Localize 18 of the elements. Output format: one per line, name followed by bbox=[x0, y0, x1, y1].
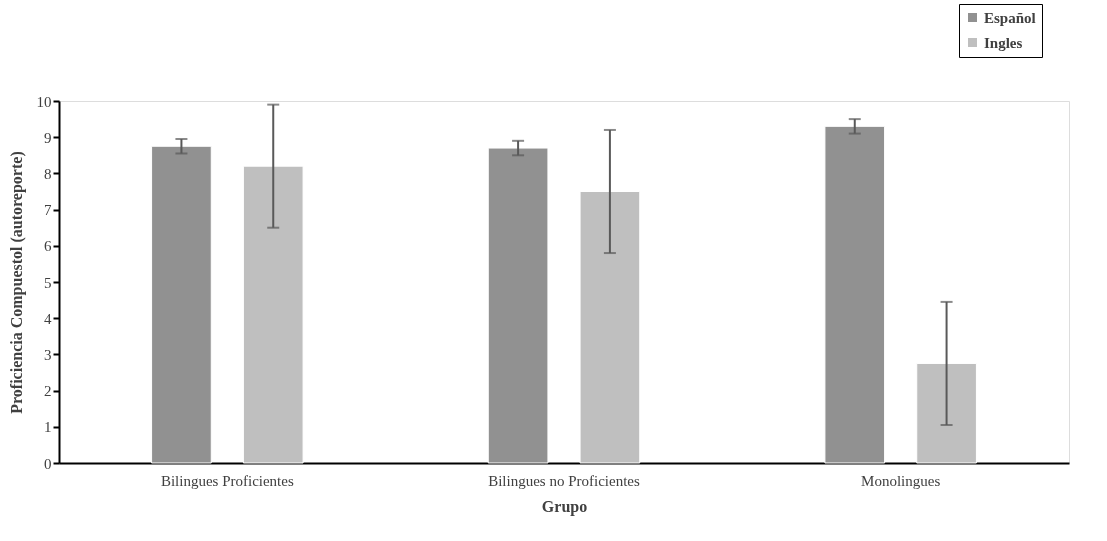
x-tick-label: Monolingues bbox=[861, 472, 941, 489]
y-tick-label: 6 bbox=[44, 238, 52, 255]
y-tick-label: 5 bbox=[44, 274, 52, 291]
legend-label: Ingles bbox=[984, 34, 1023, 51]
x-axis-title: Grupo bbox=[541, 497, 588, 516]
y-tick-label: 1 bbox=[44, 419, 52, 436]
y-tick-label: 10 bbox=[36, 93, 52, 110]
y-axis-title: Proficiencia Compuestol (autoreporte) bbox=[7, 151, 26, 414]
y-tick-label: 9 bbox=[44, 129, 52, 146]
y-tick-label: 0 bbox=[44, 455, 52, 472]
y-tick-label: 2 bbox=[44, 383, 52, 400]
legend-label: Español bbox=[984, 9, 1036, 26]
x-tick-label: Bilingues Proficientes bbox=[160, 472, 294, 489]
y-tick-label: 8 bbox=[44, 165, 52, 182]
y-tick-label: 3 bbox=[44, 346, 52, 363]
x-tick-label: Bilingues no Proficientes bbox=[488, 472, 640, 489]
y-tick-label: 4 bbox=[44, 310, 52, 327]
y-tick-label: 7 bbox=[44, 202, 52, 219]
